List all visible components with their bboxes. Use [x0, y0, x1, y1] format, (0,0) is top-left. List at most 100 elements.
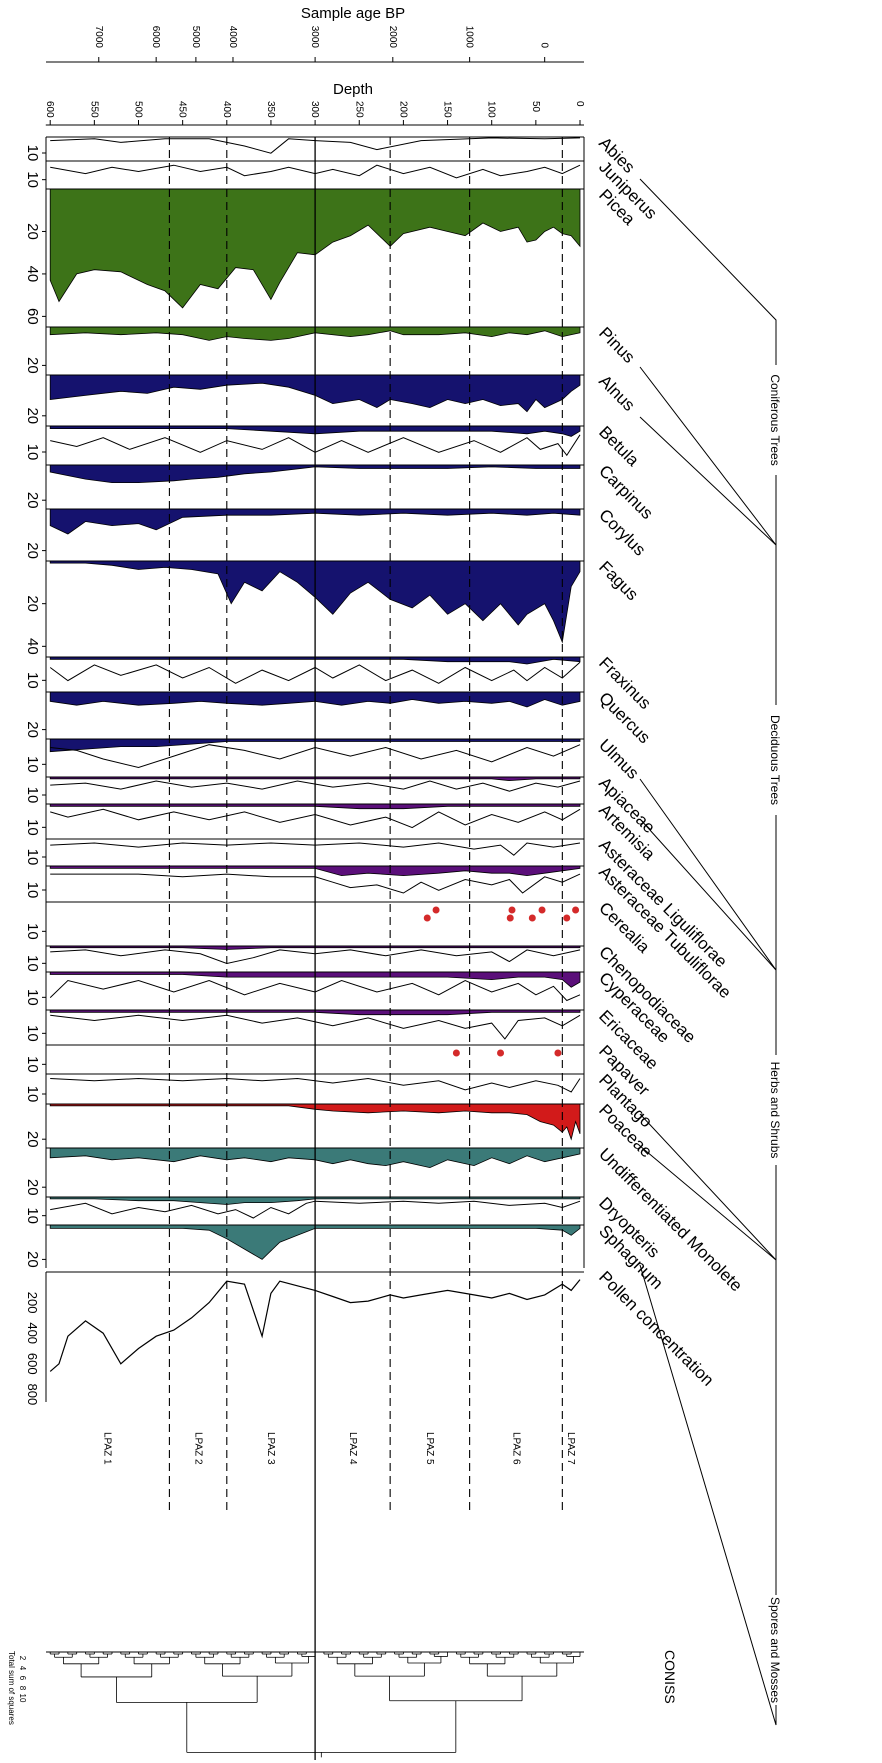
- area-pinus: [49, 326, 581, 341]
- value-tick-label: 10: [24, 989, 41, 1006]
- group-label-coniferous-trees: Coniferous Trees: [768, 374, 782, 465]
- panel-asteraceae-liguliflorae: 10: [24, 838, 584, 866]
- value-tick-label: 10: [24, 787, 41, 804]
- line-juniperus: [50, 164, 581, 179]
- depth-tick-label: 300: [309, 101, 320, 118]
- depth-tick-label: 550: [88, 101, 99, 118]
- group-bracket-top: [639, 1145, 777, 1595]
- value-tick-label: 20: [24, 492, 41, 509]
- area-cyperaceae: [49, 971, 581, 988]
- depth-axis-title: Depth: [333, 81, 373, 98]
- line-asteraceae-tubuliflorae: [50, 873, 581, 894]
- line-abies: [50, 137, 581, 154]
- pollen-tick-label: 600: [25, 1353, 40, 1375]
- depth-tick-label: 400: [221, 101, 232, 118]
- group-bracket-top: [639, 416, 777, 705]
- depth-tick-label: 150: [442, 101, 453, 118]
- line-fraxinus: [49, 661, 581, 684]
- panel-fraxinus: 10: [24, 656, 584, 692]
- line-plantago: [50, 1077, 581, 1093]
- depth-tick-label: 600: [44, 101, 55, 118]
- value-tick-label: 10: [24, 955, 41, 972]
- pollen-tick-label: 400: [25, 1322, 40, 1344]
- line-dryopteris: [50, 1200, 581, 1219]
- group-label-deciduous-trees: Deciduous Trees: [768, 715, 782, 805]
- panel-alnus: 20: [24, 374, 584, 426]
- taxon-label-betula: Betula: [595, 422, 643, 470]
- panel-picea: 20 40 60: [24, 188, 584, 327]
- value-tick-label: 10: [24, 882, 41, 899]
- panel-cyperaceae: 10: [24, 971, 584, 1010]
- line-artemisia: [50, 808, 581, 829]
- panel-plantago: 10: [24, 1073, 584, 1104]
- value-tick-label: 20: [24, 1251, 41, 1268]
- taxon-label-fagus: Fagus: [595, 557, 642, 604]
- value-tick-label: 20: [24, 407, 41, 424]
- group-label-spores-and-mosses: Spores and Mosses: [768, 1597, 782, 1703]
- dot-cerealia: [506, 914, 514, 922]
- age-axis: 7000 6000 5000 4000 3000 2000 1000 0: [46, 26, 584, 63]
- pollen-concentration-panel: 200 400 600 800: [25, 1271, 584, 1406]
- area-ulmus: [49, 738, 581, 753]
- coniss-tick-label: 2: [18, 1656, 27, 1661]
- panel-poaceae: 20: [24, 1103, 584, 1148]
- value-tick-label: 20: [24, 595, 41, 612]
- taxon-labels: AbiesJuniperusPiceaPinusAlnusBetulaCarpi…: [595, 133, 746, 1389]
- dot-cerealia: [572, 906, 580, 914]
- zone-label-lpaz-7: LPAZ 7: [565, 1432, 576, 1465]
- panel-carpinus: 20: [24, 464, 584, 509]
- value-tick-label: 20: [24, 1179, 41, 1196]
- dot-cerealia: [508, 906, 516, 914]
- group-brackets: Coniferous Trees Deciduous Trees Herbs and…: [639, 178, 782, 1726]
- depth-tick-label: 50: [530, 101, 541, 113]
- line-betula: [50, 434, 581, 457]
- age-tick-label: 2000: [387, 26, 398, 49]
- group-bracket-bottom: [639, 1264, 777, 1726]
- coniss-dendrogram: CONISS Total sum of squares 2 4 6 8 10: [7, 1650, 678, 1758]
- depth-tick-label: 100: [486, 101, 497, 118]
- coniss-tick-label: 10: [18, 1694, 27, 1703]
- dot-cerealia: [528, 914, 536, 922]
- value-tick-label: 10: [24, 819, 41, 836]
- panel-dryopteris: 10: [24, 1196, 584, 1225]
- value-tick-label: 60: [24, 308, 41, 325]
- age-tick-label: 5000: [190, 26, 201, 49]
- depth-tick-label: 200: [397, 101, 408, 118]
- value-tick-label: 10: [24, 1056, 41, 1073]
- panel-cerealia: 10: [24, 901, 584, 946]
- line-ericaceae: [50, 1014, 581, 1040]
- value-tick-label: 10: [24, 849, 41, 866]
- panel-betula: 10: [24, 425, 584, 465]
- area-fraxinus: [49, 656, 581, 665]
- age-tick-label: 7000: [93, 26, 104, 49]
- depth-tick-label: 450: [177, 101, 188, 118]
- coniss-axis-label: Total sum of squares: [7, 1651, 16, 1725]
- area-corylus: [49, 508, 581, 535]
- pollen-tick-label: 800: [25, 1384, 40, 1406]
- value-tick-label: 10: [24, 444, 41, 461]
- zone-label-lpaz-2: LPAZ 2: [193, 1432, 204, 1465]
- value-tick-label: 20: [24, 721, 41, 738]
- depth-tick-label: 250: [353, 101, 364, 118]
- panel-ericaceae: 10: [24, 1009, 584, 1045]
- taxon-label-pinus: Pinus: [595, 323, 639, 367]
- panel-papaver: 10: [24, 1044, 584, 1074]
- zone-labels: LPAZ 1 LPAZ 2 LPAZ 3 LPAZ 4 LPAZ 5 LPAZ 6 LPAZ…: [102, 1432, 577, 1465]
- area-asteraceae-tubuliflorae: [49, 865, 581, 877]
- dot-cerealia: [538, 906, 546, 914]
- age-tick-label: 0: [539, 42, 550, 48]
- panel-asteraceae-tubuliflorae: 10: [24, 865, 584, 902]
- taxon-panels: 1010204060202010202020401020101010101010…: [24, 136, 585, 1268]
- value-tick-label: 20: [24, 542, 41, 559]
- coniss-tick-label: 6: [18, 1676, 27, 1681]
- value-tick-label: 40: [24, 266, 41, 283]
- value-tick-label: 10: [24, 672, 41, 689]
- value-tick-label: 10: [24, 756, 41, 773]
- group-bracket-bottom: [639, 1113, 777, 1262]
- panel-apiaceae: 10: [24, 776, 584, 804]
- value-tick-label: 10: [24, 171, 41, 188]
- value-tick-label: 10: [24, 1025, 41, 1042]
- dot-papaver: [497, 1049, 505, 1057]
